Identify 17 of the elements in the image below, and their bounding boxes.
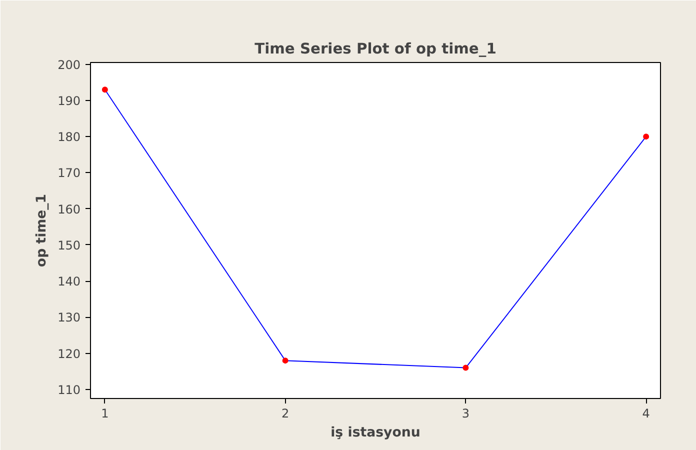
x-tick-label: 2 bbox=[281, 406, 290, 420]
y-tick-label: 120 bbox=[58, 346, 80, 361]
y-tick-label: 130 bbox=[58, 310, 80, 325]
x-tick-label: 3 bbox=[462, 406, 470, 420]
y-tick-label: 170 bbox=[58, 166, 80, 180]
y-tick-label: 110 bbox=[58, 382, 80, 397]
y-tick-label: 150 bbox=[58, 238, 80, 252]
y-axis-title: op time_1 bbox=[34, 194, 50, 268]
y-tick-label: 200 bbox=[58, 58, 80, 72]
x-tick-label: 1 bbox=[101, 406, 109, 420]
y-tick-label: 140 bbox=[58, 274, 80, 289]
y-tick-label: 160 bbox=[58, 202, 80, 216]
chart-title: Time Series Plot of op time_1 bbox=[254, 40, 496, 58]
y-tick-label: 180 bbox=[58, 130, 80, 144]
x-axis-title: iş istasyonu bbox=[330, 426, 420, 440]
x-tick-label: 4 bbox=[642, 406, 650, 420]
y-tick-label: 190 bbox=[58, 94, 80, 108]
